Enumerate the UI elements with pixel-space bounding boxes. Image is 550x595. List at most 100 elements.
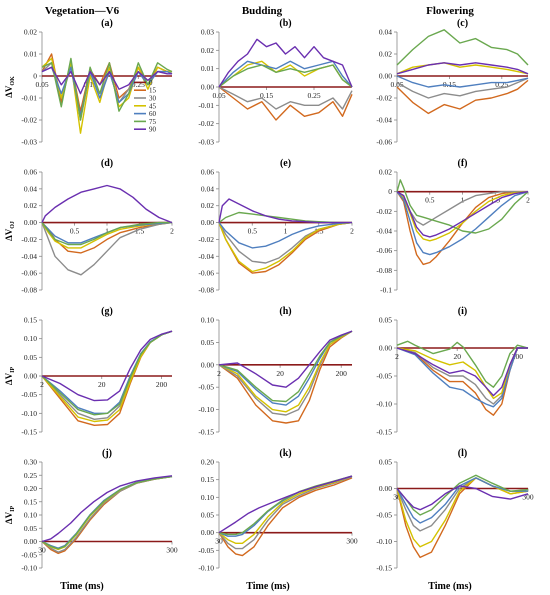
series-line-60	[396, 347, 528, 408]
series-line-75	[41, 330, 173, 416]
series-line-90	[218, 38, 353, 88]
y-tick-label: -0.10	[198, 564, 214, 573]
y-tick-label: -0.06	[376, 246, 392, 255]
y-tick-label: 0.05	[201, 511, 214, 520]
series-line-60	[396, 477, 528, 524]
y-tick-label: 0.00	[201, 360, 214, 369]
panel-label: (f)	[458, 158, 468, 169]
x-tick-label: 0.5	[248, 227, 258, 236]
y-tick-label: -0.06	[21, 269, 37, 278]
x-axis-label-right: Time (ms)	[428, 581, 471, 592]
series-line-75	[41, 221, 172, 246]
panel-label: (g)	[101, 306, 113, 317]
y-tick-label: 0.10	[24, 511, 37, 520]
y-tick-label: -0.03	[21, 138, 37, 147]
row-y-axis-label: ΔVIP	[4, 367, 16, 385]
x-tick-label: 2	[350, 227, 354, 236]
series-line-45	[396, 62, 529, 75]
y-tick-label: -0.08	[376, 266, 392, 275]
y-tick-label: 0.05	[24, 353, 37, 362]
series-line-90	[218, 475, 353, 534]
y-tick-label: -0.15	[376, 564, 392, 573]
panel-label: (i)	[458, 306, 467, 317]
y-tick-label: 0.02	[24, 28, 37, 37]
y-tick-label: 0.10	[24, 334, 37, 343]
x-tick-label: 0.15	[84, 80, 97, 89]
y-tick-label: 0.20	[24, 484, 37, 493]
y-axis-label-subscript: OK	[10, 76, 16, 86]
x-tick-label: 0.15	[443, 80, 456, 89]
series-line-45	[218, 330, 353, 413]
series-line-15	[218, 477, 353, 557]
y-tick-label: -0.10	[376, 400, 392, 409]
y-tick-label: 0.00	[24, 537, 37, 546]
x-tick-label: 200	[512, 352, 524, 361]
series-line-30	[218, 86, 353, 110]
y-tick-label: -0.06	[376, 138, 392, 147]
x-tick-label: 200	[156, 380, 168, 389]
y-tick-label: -0.08	[21, 286, 37, 295]
y-tick-label: -0.02	[198, 119, 214, 128]
y-tick-label: 0.00	[379, 344, 392, 353]
series-line-75	[41, 57, 173, 121]
y-tick-label: 0.00	[201, 83, 214, 92]
y-tick-label: -0.06	[198, 269, 214, 278]
y-tick-label: -0.05	[198, 546, 214, 555]
y-axis-label-subscript: IP	[10, 367, 16, 373]
y-tick-label: 0.06	[24, 168, 37, 177]
x-tick-label: 0.25	[307, 91, 320, 100]
series-line-75	[218, 211, 352, 224]
panel-label: (l)	[458, 448, 467, 459]
column-header-vegetation: Vegetation—V6	[45, 5, 120, 17]
x-tick-label: 2	[40, 380, 44, 389]
chart-panel-11: (l) 0.05 0.00 -0.05 -0.10 -0.15 30 300	[376, 448, 534, 573]
legend-label: 15	[149, 87, 157, 95]
series-line-45	[218, 475, 353, 544]
series-line-15	[396, 79, 529, 115]
y-tick-label: 0.20	[201, 458, 214, 467]
series-line-90	[41, 184, 173, 224]
y-tick-label: 0.00	[24, 218, 37, 227]
y-tick-label: 0.02	[201, 46, 214, 55]
y-tick-label: 0.02	[201, 201, 214, 210]
y-tick-label: 0.15	[24, 497, 37, 506]
y-tick-label: 0.10	[201, 316, 214, 325]
series-line-15	[396, 190, 528, 266]
y-tick-label: 0.00	[379, 72, 392, 81]
series-line-90	[218, 330, 353, 388]
series-line-90	[396, 347, 528, 397]
panel-label: (h)	[279, 306, 291, 317]
y-tick-label: -0.02	[376, 94, 392, 103]
y-tick-label: 0.05	[379, 316, 392, 325]
x-tick-label: 2	[395, 352, 399, 361]
series-line-30	[218, 476, 353, 550]
y-axis-label-main: ΔV	[4, 372, 14, 385]
chart-panel-0: (a) 0.02 0.01 0 -0.01 -0.02 -0.03 0.05 0.15 0.25 0…	[21, 18, 173, 147]
series-line-45	[41, 475, 173, 551]
panel-label: (k)	[279, 448, 291, 459]
y-tick-label: -0.01	[198, 101, 214, 110]
legend-label: 45	[149, 102, 157, 110]
y-tick-label: -0.15	[198, 428, 214, 437]
legend-label: 30	[149, 95, 157, 103]
x-axis-label-left: Time (ms)	[60, 581, 103, 592]
y-axis-label-main: ΔV	[4, 511, 14, 524]
row-y-axis-label: ΔVOK	[4, 76, 16, 98]
x-tick-label: 30	[38, 546, 46, 555]
y-tick-label: 0.03	[201, 28, 214, 37]
series-line-45	[396, 191, 529, 242]
series-line-90	[41, 66, 172, 95]
y-tick-label: 0.00	[201, 528, 214, 537]
legend-label: 60	[149, 110, 157, 118]
column-header-budding: Budding	[242, 5, 283, 17]
x-tick-label: 1.5	[135, 227, 145, 236]
y-tick-label: -0.05	[376, 511, 392, 520]
y-tick-label: -0.08	[198, 286, 214, 295]
series-line-45	[396, 477, 529, 548]
x-tick-label: 20	[453, 352, 461, 361]
chart-panel-3: (d) 0.06 0.04 0.02 0.00 -0.02 -0.04 -0.06 -0.08 0…	[21, 158, 174, 295]
series-line-30	[41, 221, 173, 276]
y-tick-label: 0.04	[24, 184, 37, 193]
chart-panels: (a) 0.02 0.01 0 -0.01 -0.02 -0.03 0.05 0.15 0.25 0…	[4, 18, 534, 573]
y-tick-label: 0.05	[201, 338, 214, 347]
